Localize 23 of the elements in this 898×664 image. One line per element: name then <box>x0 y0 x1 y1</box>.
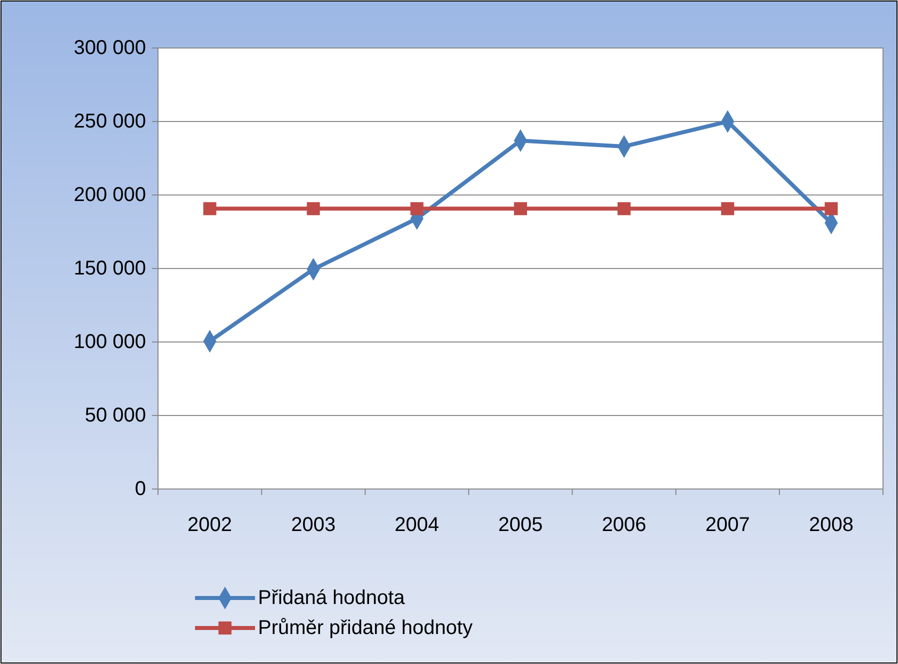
x-tick-label: 2002 <box>188 514 232 536</box>
x-tick-label: 2003 <box>291 514 336 536</box>
y-tick-label: 200 000 <box>74 184 146 206</box>
y-tick-label: 150 000 <box>74 258 146 280</box>
point <box>306 202 320 216</box>
y-tick-label: 100 000 <box>74 331 146 353</box>
legend-label: Průměr přidané hodnoty <box>258 617 473 639</box>
y-tick-label: 250 000 <box>74 110 146 132</box>
point <box>721 202 734 216</box>
x-tick-label: 2004 <box>394 514 440 536</box>
y-tick-label: 50 000 <box>84 404 146 426</box>
point <box>618 202 631 216</box>
x-tick-label: 2005 <box>498 514 543 536</box>
y-tick-label: 300 000 <box>74 37 146 59</box>
legend-label: Přidaná hodnota <box>258 587 406 609</box>
point <box>514 202 528 216</box>
x-tick-label: 2006 <box>602 514 646 536</box>
y-tick-label: 0 <box>134 478 146 500</box>
x-tick-label: 2007 <box>705 514 750 536</box>
point <box>824 202 838 216</box>
point <box>410 202 424 216</box>
x-tick-label: 2008 <box>808 514 854 536</box>
point <box>203 202 216 216</box>
